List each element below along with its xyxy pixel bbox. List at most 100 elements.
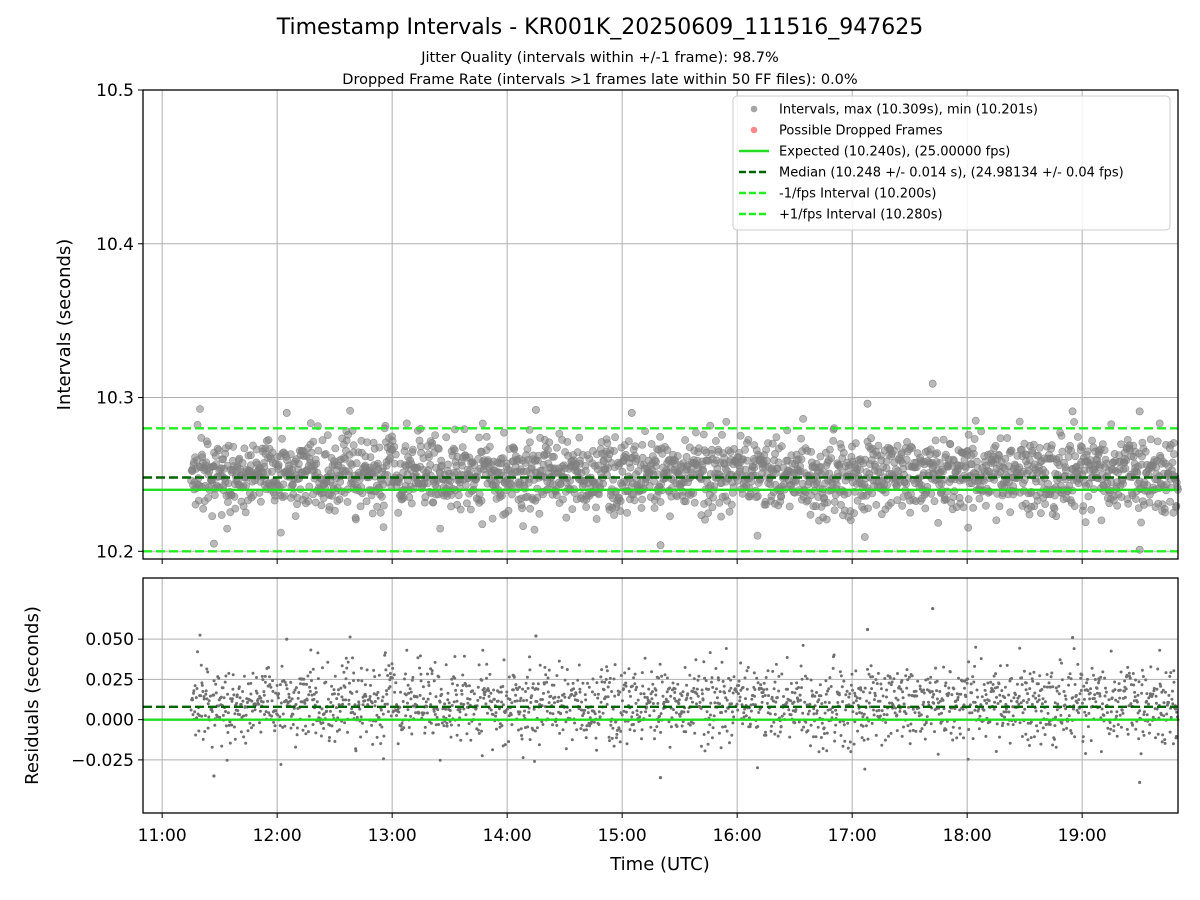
residual-point xyxy=(492,697,496,701)
residual-point xyxy=(746,665,750,669)
residual-point xyxy=(680,694,684,698)
residual-point xyxy=(695,687,699,691)
residual-point xyxy=(514,693,518,697)
residual-point xyxy=(749,709,753,713)
residual-point xyxy=(212,774,216,778)
interval-point xyxy=(434,444,443,453)
interval-point xyxy=(1071,452,1079,461)
residual-point xyxy=(261,678,265,682)
residual-point xyxy=(717,731,721,735)
interval-point xyxy=(466,505,475,514)
residual-point xyxy=(800,728,804,732)
residual-point xyxy=(859,688,863,692)
residual-point xyxy=(638,715,642,719)
residual-point xyxy=(1088,691,1092,695)
residual-point xyxy=(1160,740,1164,744)
residual-point xyxy=(257,702,261,706)
residual-point xyxy=(688,673,692,677)
residual-point xyxy=(1028,687,1032,691)
residual-point xyxy=(196,650,199,654)
residual-point xyxy=(702,733,706,736)
interval-point xyxy=(681,497,690,506)
interval-point xyxy=(349,441,358,450)
residual-point xyxy=(809,744,812,748)
residual-point xyxy=(1138,709,1142,713)
residual-point xyxy=(1026,738,1030,742)
residual-point xyxy=(720,660,724,664)
residual-point xyxy=(376,690,380,694)
residual-point xyxy=(287,695,291,699)
residual-point xyxy=(514,683,518,687)
residual-point xyxy=(660,680,664,684)
residual-point xyxy=(942,665,946,669)
residual-point xyxy=(301,728,305,732)
residual-point xyxy=(630,684,634,688)
residual-point xyxy=(753,688,757,691)
residual-point xyxy=(624,681,628,685)
interval-point xyxy=(850,509,858,517)
residual-point xyxy=(289,680,293,684)
residual-point xyxy=(806,729,810,733)
residual-point xyxy=(467,684,471,688)
interval-point xyxy=(975,494,984,503)
residual-point xyxy=(1051,685,1055,689)
residual-point xyxy=(1003,696,1007,700)
residual-point xyxy=(879,714,882,718)
residual-point xyxy=(406,683,410,687)
residual-point xyxy=(249,692,253,696)
residual-point xyxy=(1031,679,1035,683)
residual-point xyxy=(923,737,927,741)
residual-point xyxy=(419,679,423,683)
residual-point xyxy=(644,710,648,714)
residual-point xyxy=(568,708,572,712)
residual-point xyxy=(462,702,466,706)
residual-point xyxy=(1147,731,1151,735)
residual-point xyxy=(725,698,729,702)
residual-point xyxy=(948,710,951,713)
residual-point xyxy=(995,722,999,726)
interval-point xyxy=(204,493,212,502)
residual-point xyxy=(689,696,693,700)
residual-point xyxy=(244,741,248,745)
residual-point xyxy=(654,693,658,697)
residual-point xyxy=(541,723,545,726)
residual-point xyxy=(864,724,868,728)
interval-point xyxy=(319,494,328,503)
interval-point xyxy=(926,445,935,454)
residual-point xyxy=(343,685,347,689)
residual-point xyxy=(755,676,759,680)
residual-point xyxy=(325,709,329,713)
residual-point xyxy=(1165,712,1169,716)
residual-point xyxy=(426,672,429,676)
residual-point xyxy=(932,701,936,705)
residual-point xyxy=(624,710,628,714)
residual-point xyxy=(373,675,377,679)
interval-point xyxy=(314,446,323,455)
interval-point xyxy=(423,479,432,488)
residual-point xyxy=(635,713,639,717)
residual-point xyxy=(1101,670,1105,674)
residual-point xyxy=(380,725,384,729)
residual-point xyxy=(1027,698,1031,701)
residual-point xyxy=(388,672,392,675)
interval-point xyxy=(806,510,815,519)
residual-point xyxy=(744,697,747,701)
residual-point xyxy=(558,731,562,735)
residual-point xyxy=(640,728,644,732)
residual-point xyxy=(673,691,677,694)
residual-point xyxy=(566,682,570,686)
residual-point xyxy=(571,681,575,685)
residual-point xyxy=(1107,698,1111,702)
interval-point xyxy=(906,508,915,517)
residual-point xyxy=(713,701,717,705)
residual-point xyxy=(622,687,625,691)
interval-point xyxy=(663,446,672,454)
x-tick-label: 11:00 xyxy=(138,826,187,846)
residual-point xyxy=(779,725,783,728)
residual-point xyxy=(969,682,973,686)
residual-point xyxy=(490,700,494,704)
residual-point xyxy=(303,701,307,705)
residual-point xyxy=(592,720,596,724)
residual-point xyxy=(551,723,554,727)
